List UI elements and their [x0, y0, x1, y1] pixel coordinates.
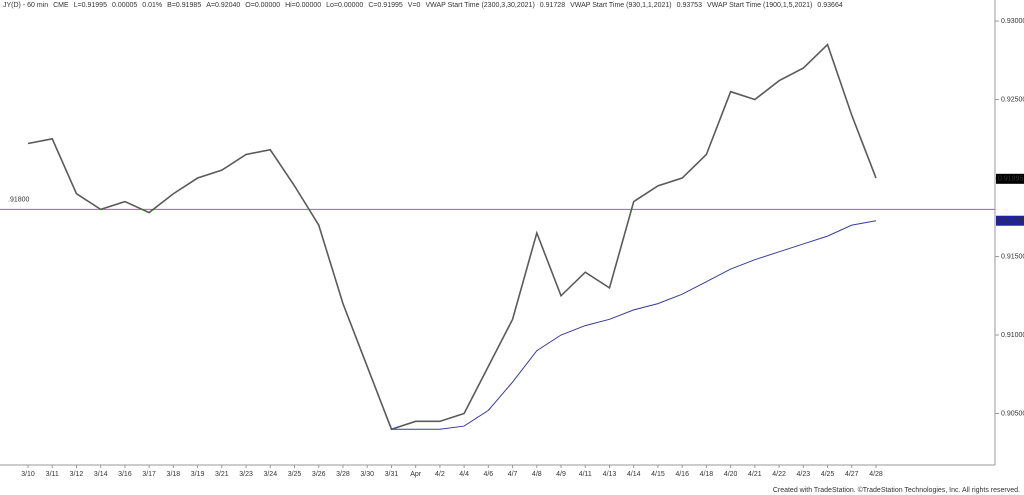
x-tick-label: 3/21 [215, 471, 229, 478]
x-tick-label: 4/11 [579, 471, 592, 478]
x-tick-label: 4/16 [675, 471, 689, 478]
x-tick-label: 4/4 [459, 471, 469, 478]
horizontal-line-label: .91800 [8, 196, 30, 203]
vwap-label: 0.91728 [998, 218, 1023, 225]
header-item: CME [53, 2, 69, 9]
x-tick-label: 4/7 [508, 471, 518, 478]
header-item: 0.93753 [677, 2, 702, 9]
last-price-box [996, 173, 1024, 184]
last-price-label: 0.91995 [998, 176, 1023, 183]
x-tick-label: 3/24 [263, 471, 277, 478]
x-tick-label: 4/6 [483, 471, 493, 478]
header-item: Lo=0.00000 [326, 2, 363, 9]
x-tick-label: 4/8 [532, 471, 542, 478]
x-tick-label: 4/13 [603, 471, 617, 478]
x-tick-label: 3/30 [360, 471, 374, 478]
x-tick-label: 3/28 [336, 471, 350, 478]
x-tick-label: 3/17 [142, 471, 156, 478]
y-tick-label: 0.93000 [1001, 18, 1024, 25]
x-tick-label: 3/16 [118, 471, 132, 478]
y-tick-label: 0.90500 [1001, 410, 1024, 417]
x-tick-label: Apr [410, 471, 422, 478]
x-tick-label: 4/27 [845, 471, 859, 478]
x-tick-label: 3/12 [70, 471, 84, 478]
x-tick-label: 3/31 [385, 471, 399, 478]
x-tick-label: 4/9 [556, 471, 566, 478]
x-tick-label: 4/2 [435, 471, 445, 478]
header-item: V=0 [408, 2, 421, 9]
x-tick-label: 4/20 [724, 471, 738, 478]
x-tick-label: 3/25 [288, 471, 302, 478]
vwap-box [996, 215, 1024, 226]
x-tick-label: 4/15 [651, 471, 665, 478]
x-tick-label: 3/10 [21, 471, 35, 478]
header-item: 0.00005 [112, 2, 137, 9]
header-item: Hi=0.00000 [285, 2, 321, 9]
header-item: JY(D) - 60 min [3, 2, 48, 9]
header-item: 0.91728 [540, 2, 565, 9]
header-item: VWAP Start Time (2300,3,30,2021) [425, 2, 534, 9]
x-tick-label: 4/23 [797, 471, 811, 478]
y-tick-label: 0.91000 [1001, 332, 1024, 339]
footer: Created with TradeStation. ©TradeStation… [773, 486, 1020, 494]
x-tick-label: 4/18 [700, 471, 714, 478]
x-tick-label: 3/26 [312, 471, 326, 478]
y-tick-label: 0.92500 [1001, 96, 1024, 103]
x-tick-label: 3/23 [239, 471, 253, 478]
header-item: A=0.92040 [206, 2, 240, 9]
header-item: VWAP Start Time (930,1,1,2021) [570, 2, 672, 9]
x-tick-label: 3/14 [94, 471, 108, 478]
y-tick-label: 0.91500 [1001, 253, 1024, 260]
header-item: B=0.91985 [167, 2, 201, 9]
header-item: L=0.91995 [74, 2, 107, 9]
header-item: C=0.91995 [368, 2, 403, 9]
header-item: VWAP Start Time (1900,1,5,2021) [707, 2, 812, 9]
x-tick-label: 3/18 [167, 471, 181, 478]
header-item: O=0.00000 [245, 2, 280, 9]
header-item: 0.93664 [817, 2, 842, 9]
x-tick-label: 4/25 [821, 471, 835, 478]
x-tick-label: 4/14 [627, 471, 641, 478]
x-tick-label: 4/21 [748, 471, 762, 478]
x-tick-label: 4/28 [869, 471, 883, 478]
x-tick-label: 3/11 [46, 471, 59, 478]
price-line [391, 220, 877, 430]
x-tick-label: 4/22 [772, 471, 786, 478]
x-tick-label: 3/19 [191, 471, 205, 478]
price-line [27, 43, 877, 431]
header-item: 0.01% [142, 2, 162, 9]
